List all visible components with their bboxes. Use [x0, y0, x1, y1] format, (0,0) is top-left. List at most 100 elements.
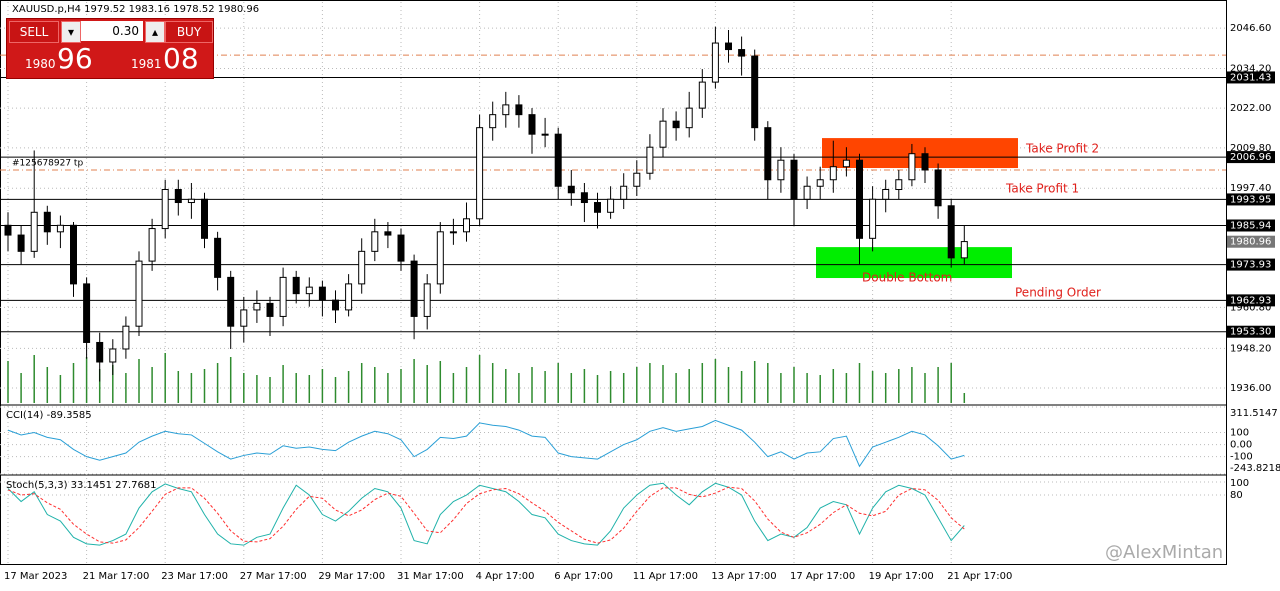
panel-title: CCI(14) -89.3585: [6, 410, 92, 421]
buy-button[interactable]: BUY: [165, 21, 213, 43]
ask-main: 1981: [131, 57, 162, 71]
candle-body: [528, 114, 536, 135]
candle-body: [384, 231, 392, 236]
annotation: Double Bottom: [862, 271, 952, 285]
candle-body: [842, 159, 850, 168]
candle-body: [685, 107, 693, 129]
candle-body: [227, 276, 235, 327]
level-box: [1227, 258, 1275, 271]
candle-body: [515, 104, 523, 116]
candle-body: [738, 49, 746, 57]
y-tick-label: 80: [1230, 490, 1243, 501]
ask-pips: 08: [163, 42, 199, 75]
trade-panel: SELL ▾ 0.30 ▴ BUY 1980 96 1981 08: [6, 18, 214, 79]
x-tick-label: 6 Apr 17:00: [554, 571, 613, 582]
candle-body: [803, 185, 811, 200]
candle-body: [43, 211, 51, 233]
candle-body: [869, 198, 877, 239]
candle-body: [751, 55, 759, 129]
indicator-line: [7, 482, 965, 546]
volume-input[interactable]: 0.30: [81, 21, 143, 41]
y-tick-label: 2022.00: [1230, 103, 1271, 114]
y-tick-label: 2046.60: [1230, 23, 1271, 34]
zone: [816, 247, 1012, 279]
candle-body: [187, 198, 195, 204]
candle-body: [436, 231, 444, 285]
candle-body: [908, 153, 916, 181]
candle-body: [240, 309, 248, 327]
candle-body: [279, 276, 287, 317]
candle-body: [895, 179, 903, 191]
candle-body: [161, 189, 169, 230]
y-tick-label: 2034.20: [1230, 63, 1271, 74]
x-tick-label: 21 Apr 17:00: [947, 571, 1012, 582]
candle-body: [332, 299, 339, 311]
candle-body: [777, 159, 785, 181]
candle-body: [397, 234, 405, 262]
y-tick-label: 1960.80: [1230, 302, 1271, 313]
level-label: 1962.93: [1230, 295, 1271, 306]
candle-body: [96, 341, 104, 363]
candle-body: [463, 218, 470, 233]
candle-body: [423, 283, 431, 317]
level-label: 1973.93: [1230, 260, 1271, 271]
y-tick-label: 100: [1230, 478, 1249, 489]
candle-body: [659, 120, 667, 148]
candle-body: [921, 153, 929, 171]
level-box: [1227, 193, 1275, 206]
candle-body: [449, 231, 457, 234]
candle-body: [30, 211, 38, 252]
annotation: Take Profit 1: [1005, 182, 1079, 196]
candle-body: [672, 120, 680, 129]
bid-label: 1980.96: [1230, 237, 1271, 248]
candle-body: [410, 260, 418, 317]
candle-body: [122, 325, 130, 350]
level-box: [1227, 325, 1275, 338]
annotation: Take Profit 2: [1025, 142, 1099, 156]
candle-body: [266, 302, 274, 317]
candle-body: [476, 127, 484, 220]
level-label: 1993.95: [1230, 194, 1271, 205]
candle-body: [70, 224, 77, 285]
x-tick-label: 23 Mar 17:00: [161, 571, 228, 582]
candle-body: [305, 286, 313, 295]
volume-down[interactable]: ▾: [61, 21, 81, 43]
level-label: 2031.43: [1230, 72, 1271, 83]
candle-body: [698, 81, 706, 109]
candle-body: [371, 231, 379, 252]
candle-body: [4, 224, 12, 236]
level-box: [1227, 71, 1275, 84]
candle-body: [201, 198, 208, 239]
candle-body: [829, 166, 837, 181]
candle-body: [292, 276, 300, 295]
candle-body: [711, 42, 719, 83]
candle-body: [345, 283, 353, 311]
candle-body: [135, 260, 143, 327]
order-label: #125678927 tp: [12, 158, 83, 168]
candle-body: [790, 159, 798, 200]
candle-body: [764, 127, 772, 181]
candle-body: [646, 146, 654, 174]
chart-header: XAUUSD.p,H4 1979.52 1983.16 1978.52 1980…: [12, 4, 259, 15]
candle-body: [633, 172, 641, 187]
level-box: [1227, 294, 1275, 307]
candle-body: [580, 192, 588, 204]
y-tick-label: 1948.20: [1230, 343, 1271, 354]
candle-body: [607, 198, 615, 213]
annotation: Pending Order: [1015, 286, 1101, 300]
x-tick-label: 13 Apr 17:00: [711, 571, 776, 582]
candle-body: [253, 302, 261, 311]
candle-body: [318, 286, 326, 301]
candle-body: [882, 189, 890, 200]
y-tick-label: 100: [1230, 428, 1249, 439]
y-tick-label: -100: [1230, 452, 1253, 463]
candle-body: [17, 234, 25, 252]
x-tick-label: 29 Mar 17:00: [318, 571, 385, 582]
watermark: @AlexMintan: [1105, 542, 1223, 563]
sell-button[interactable]: SELL: [9, 21, 59, 43]
volume-up[interactable]: ▴: [145, 21, 165, 43]
x-tick-label: 27 Mar 17:00: [240, 571, 307, 582]
y-tick-label: 1936.00: [1230, 383, 1271, 394]
level-box: [1227, 151, 1275, 164]
